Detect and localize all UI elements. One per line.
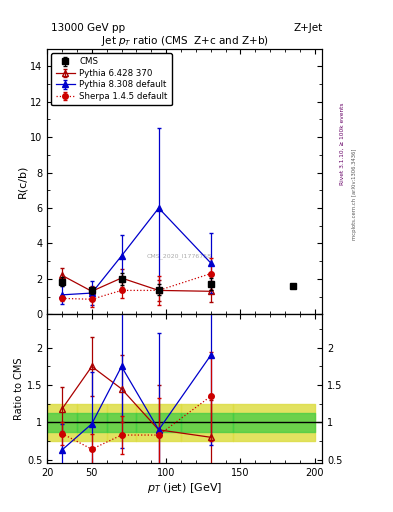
Y-axis label: R(c/b): R(c/b) bbox=[17, 165, 27, 198]
Text: CMS_2020_I1776758: CMS_2020_I1776758 bbox=[147, 253, 212, 259]
Y-axis label: Ratio to CMS: Ratio to CMS bbox=[14, 357, 24, 420]
Text: Rivet 3.1.10, ≥ 100k events: Rivet 3.1.10, ≥ 100k events bbox=[340, 102, 345, 185]
Text: mcplots.cern.ch [arXiv:1306.3436]: mcplots.cern.ch [arXiv:1306.3436] bbox=[352, 149, 357, 240]
Text: Z+Jet: Z+Jet bbox=[293, 23, 322, 33]
Legend: CMS, Pythia 6.428 370, Pythia 8.308 default, Sherpa 1.4.5 default: CMS, Pythia 6.428 370, Pythia 8.308 defa… bbox=[51, 53, 172, 105]
Text: 13000 GeV pp: 13000 GeV pp bbox=[51, 23, 125, 33]
Title: Jet $p_T$ ratio (CMS  Z+c and Z+b): Jet $p_T$ ratio (CMS Z+c and Z+b) bbox=[101, 34, 268, 49]
X-axis label: $p_T$ (jet) [GeV]: $p_T$ (jet) [GeV] bbox=[147, 481, 222, 495]
